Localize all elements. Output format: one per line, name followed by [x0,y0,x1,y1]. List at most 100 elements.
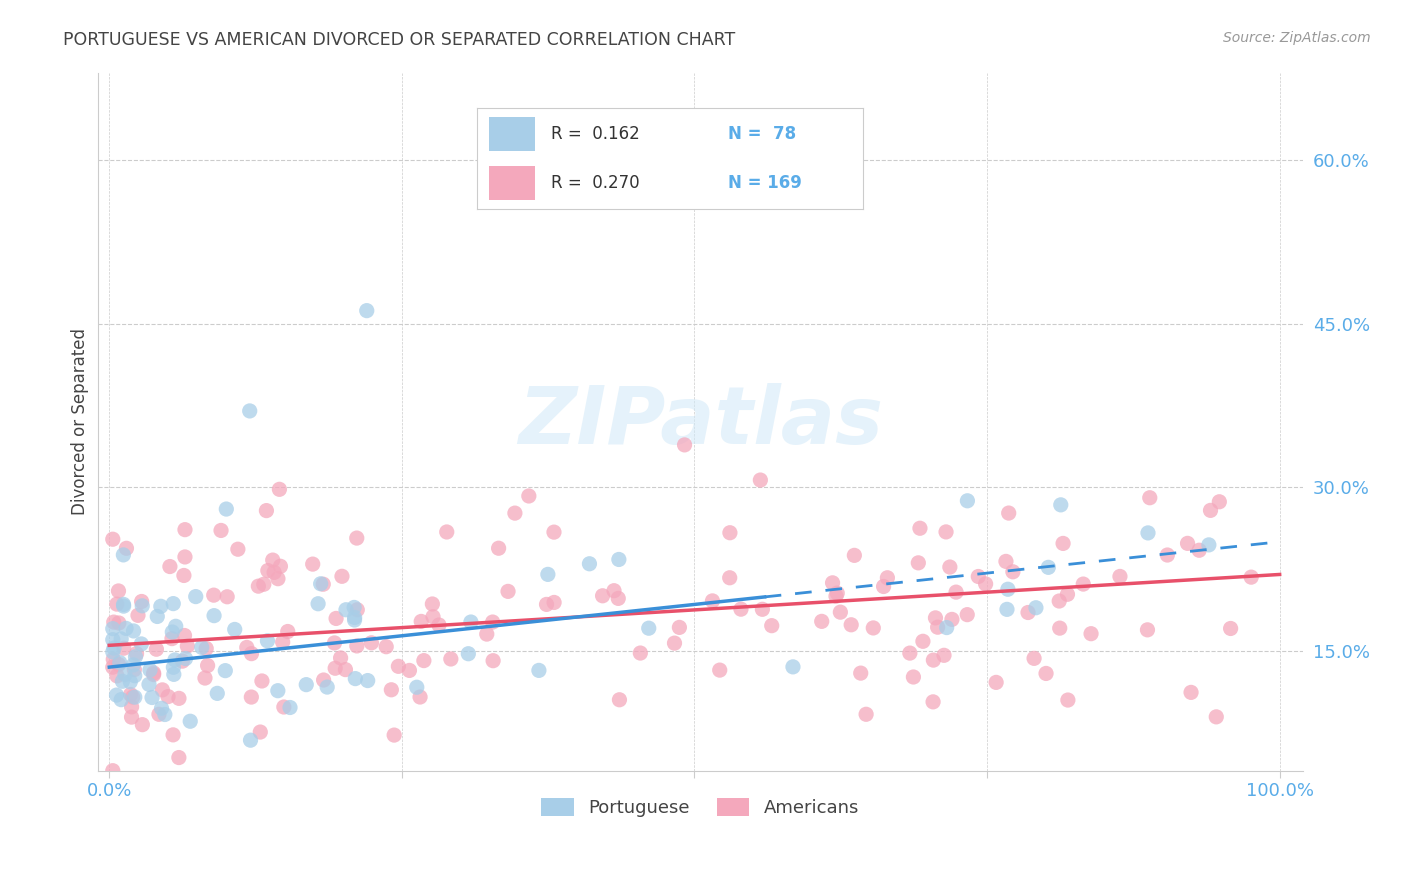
Point [179,714,201,729]
Point [157,690,180,704]
Point [271,635,294,649]
Point [844,549,866,563]
Point [1057,693,1080,707]
Point [146,609,169,624]
Point [149,599,172,614]
Point [162,660,184,674]
Point [673,438,696,452]
Point [1205,710,1227,724]
Point [316,680,339,694]
Point [1208,495,1230,509]
Point [997,506,1019,520]
Point [160,632,183,646]
Point [249,725,271,739]
Point [825,589,848,603]
Point [247,579,270,593]
Point [312,577,335,591]
Point [911,634,934,648]
Point [941,612,963,626]
Point [139,663,162,677]
Point [907,556,929,570]
Point [1052,536,1074,550]
Point [855,707,877,722]
Point [997,582,1019,597]
Point [253,577,276,591]
Point [335,603,357,617]
Point [481,615,503,629]
Point [1240,570,1263,584]
Point [174,651,197,665]
Point [932,648,955,663]
Point [103,641,125,656]
Point [195,641,218,656]
Point [108,615,131,630]
Point [603,583,626,598]
Point [163,667,186,681]
Point [122,624,145,638]
Point [153,707,176,722]
Point [120,674,142,689]
Point [173,628,195,642]
Point [398,664,420,678]
Point [131,599,153,613]
Point [197,658,219,673]
Point [269,483,291,497]
Point [412,654,434,668]
Point [1177,536,1199,550]
Point [124,669,146,683]
Point [527,664,550,678]
Point [718,571,741,585]
Point [112,599,135,613]
Point [995,602,1018,616]
Point [543,595,565,609]
Point [209,524,232,538]
Point [346,531,368,545]
Point [236,640,259,655]
Point [115,621,138,635]
Point [862,621,884,635]
Point [1199,503,1222,517]
Point [1188,543,1211,558]
Point [110,632,132,646]
Point [517,489,540,503]
Point [224,623,246,637]
Point [202,588,225,602]
Point [105,597,128,611]
Point [108,656,131,670]
Point [240,690,263,704]
Point [121,690,143,704]
Point [150,701,173,715]
Point [1017,606,1039,620]
Point [101,660,124,674]
Point [240,647,263,661]
Point [668,620,690,634]
Point [709,663,731,677]
Point [346,639,368,653]
Point [263,566,285,580]
Point [436,524,458,539]
Point [121,699,143,714]
Point [607,552,630,566]
Point [207,686,229,700]
Point [1219,622,1241,636]
Legend: Portuguese, Americans: Portuguese, Americans [534,790,866,824]
Point [138,677,160,691]
Point [903,670,925,684]
Point [267,683,290,698]
Point [131,594,153,608]
Text: PORTUGUESE VS AMERICAN DIVORCED OR SEPARATED CORRELATION CHART: PORTUGUESE VS AMERICAN DIVORCED OR SEPAR… [63,31,735,49]
Point [148,707,170,722]
Point [190,640,212,655]
Point [924,611,946,625]
Point [1198,538,1220,552]
Point [496,584,519,599]
Point [107,584,129,599]
Point [935,621,957,635]
Point [1056,587,1078,601]
Point [1156,548,1178,562]
Point [124,649,146,664]
Point [162,728,184,742]
Point [256,633,278,648]
Point [101,632,124,647]
Point [329,651,352,665]
